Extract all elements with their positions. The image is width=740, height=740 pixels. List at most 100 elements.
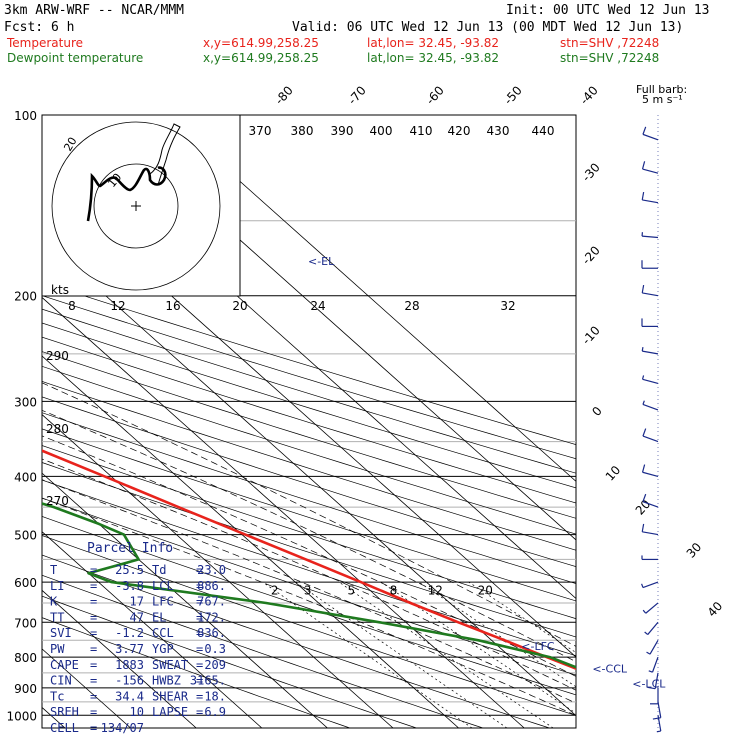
parcel-row-value-2: 3165. [190,674,226,688]
wind-barb [641,464,659,477]
parcel-row-eq: = [90,642,97,656]
wind-barb-staff [657,715,662,732]
parcel-row-value-2: 836. [197,626,226,640]
mixing-ratio-line [338,581,554,728]
parcel-row-value-2: 18. [204,689,226,703]
parcel-row-label-1: T [50,563,57,577]
wind-barb [641,161,659,174]
wind-barb [642,126,659,141]
level-annotation: <-LFC [521,640,555,653]
wind-barb [644,621,659,636]
isotherm-line [42,589,197,728]
dry-adiabat-line [42,554,550,728]
wind-barb-staff [642,403,659,411]
parcel-row-label-2: LCL [152,579,174,593]
isotherm-line [42,296,525,728]
dewpoint-legend: Dewpoint temperature [7,51,143,65]
pressure-tick-label: 200 [14,290,37,304]
wind-barb [648,656,659,673]
wind-barb-staff [642,168,659,174]
pressure-tick-label: 800 [14,651,37,665]
full-barb-label: Full barb: [636,83,687,96]
mixing-ratio-line [295,581,508,728]
parcel-row-value-1: -3.8 [115,579,144,593]
wind-barb-flag [641,284,645,294]
wind-barb [641,318,658,328]
wind-barb-half-flag [641,583,644,588]
parcel-row-label-1: SVI [50,626,72,640]
moist-adiabat-line [42,497,576,716]
hodograph-ring-label: 20 [61,135,79,154]
wind-barb-flag [642,126,647,135]
wind-barb-flag [642,493,647,502]
parcel-row-eq: = [90,610,97,624]
temperature-curve [42,449,576,670]
isotherm-label: -30 [579,160,603,184]
wind-barb-staff [642,581,659,589]
height-label: 270 [46,494,69,508]
dry-adiabat-line [42,308,576,474]
mixing-ratio-label: 8 [390,584,398,598]
parcel-row-eq: = [90,689,97,703]
pressure-tick-label: 1000 [6,709,37,723]
theta-label: 430 [487,124,510,138]
isotherm-line [42,472,328,728]
wind-barb-staff [642,471,659,477]
dry-adiabat-line [42,428,576,602]
isotherm-label: -50 [501,83,525,107]
wind-barb [641,555,658,561]
parcel-row-label-2: YGP [152,642,174,656]
wind-barb-half-flag [646,651,651,655]
parcel-row-label-1: Tc [50,689,64,703]
wind-barb [642,493,659,508]
temperature-latlon: lat,lon= 32.45, -93.82 [367,36,499,50]
parcel-row-value-2: 6.9 [204,705,226,719]
parcel-row-eq: = [196,579,203,593]
isotherm-label: -40 [577,83,601,107]
parcel-row-eq: = [196,674,203,688]
height-label: 290 [46,349,69,363]
dewpoint-curve [42,502,576,669]
panel-spacer [44,553,48,554]
isotherm-label: -70 [345,83,369,107]
dry-adiabat-line [42,516,576,696]
parcel-row-label-1: TT [50,610,64,624]
wind-barb [650,687,659,705]
wind-barb-staff [642,350,659,355]
theta-label: 380 [291,124,314,138]
parcel-row-value-2: 0.3 [204,642,226,656]
wind-barb-staff [642,435,659,443]
dry-adiabat-line [42,412,576,584]
wind-barb-staff [642,235,659,239]
mixing-ratio-line [262,581,473,728]
theta-label: 410 [410,124,433,138]
wind-barb-flag [652,717,661,720]
parcel-row-value-2: 886. [197,579,226,593]
moist-adiabat-line [42,458,576,691]
wind-barb-staff [651,656,659,673]
wind-barb [642,428,659,443]
mixing-ratio-label: 3 [304,584,312,598]
wind-barb-staff [657,701,662,718]
parcel-info-title: Parcel Info [87,541,173,556]
wind-barb [641,191,659,204]
isotherm-label: 40 [705,599,726,620]
parcel-row-label-1: PW [50,642,65,656]
parcel-row-label-2: CCL [152,626,174,640]
parcel-row-eq: = [90,721,97,735]
parcel-row-label-2: LFC [152,595,174,609]
theta-label: 400 [370,124,393,138]
pressure-tick-label: 100 [14,109,37,123]
dry-adiabat-line [42,322,576,489]
wind-barb [641,347,659,355]
parcel-row-eq: = [90,595,97,609]
isotherm-line [42,238,576,717]
moist-adiabat-line [42,382,576,647]
wind-speed-label: 32 [500,299,515,313]
parcel-info-panel: Parcel Info T = 25.5 Td =23.0LI = -3.8 LCL =886.… [44,541,226,735]
parcel-row-eq: = [196,642,203,656]
parcel-row-value-1: -1.2 [115,626,144,640]
mixing-ratio-line [380,581,576,714]
